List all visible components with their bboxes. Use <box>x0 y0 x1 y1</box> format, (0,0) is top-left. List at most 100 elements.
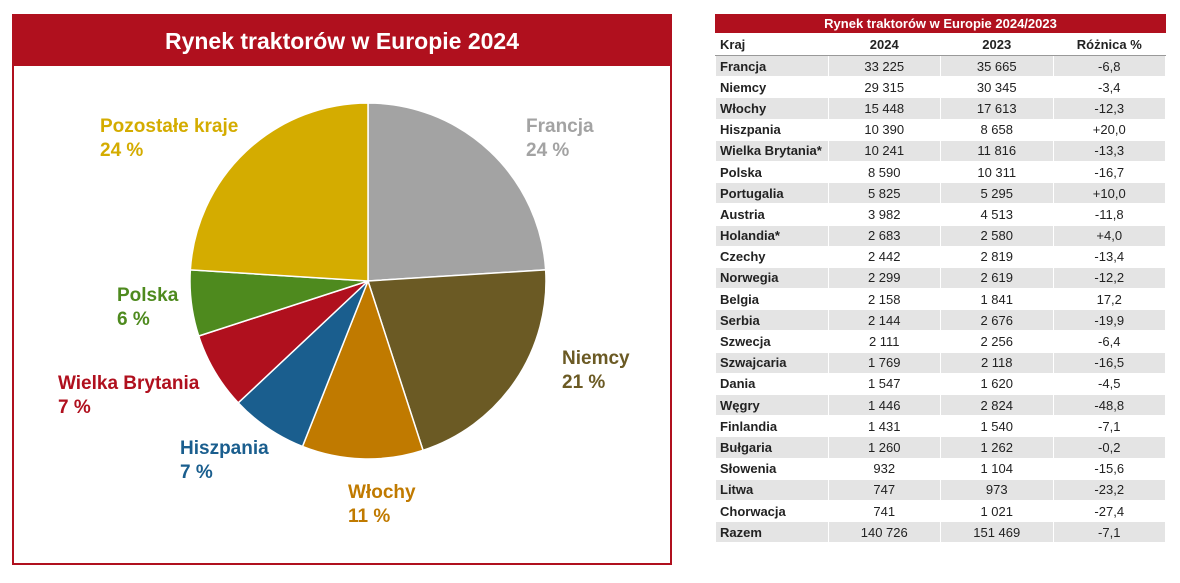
table-cell: Razem <box>715 521 829 544</box>
table-cell: 10 311 <box>940 160 1054 184</box>
table-cell: 1 769 <box>827 351 941 374</box>
table-cell: -13,4 <box>1052 245 1166 268</box>
slice-value-label: 6 % <box>117 309 150 330</box>
table-cell: -12,2 <box>1052 266 1166 290</box>
table-cell: Szwecja <box>715 330 829 353</box>
table-cell: 2 824 <box>940 393 1054 417</box>
table-cell: 741 <box>827 499 941 523</box>
table-cell: +4,0 <box>1052 224 1166 247</box>
table-cell: 151 469 <box>940 521 1054 544</box>
table-cell: Polska <box>715 160 829 184</box>
table-cell: -7,1 <box>1052 521 1166 544</box>
table-cell: 35 665 <box>940 54 1054 78</box>
table-cell: -16,5 <box>1052 351 1166 374</box>
pie-slice <box>301 278 424 460</box>
table-cell: 17,2 <box>1052 288 1166 311</box>
table-row: Słowenia 932 1 104 -15,6 <box>715 457 1166 480</box>
slice-value-label: 7 % <box>180 462 213 483</box>
table-cell: 10 390 <box>827 118 941 141</box>
table-cell: 932 <box>827 457 941 480</box>
table-cell: 2 299 <box>827 266 941 290</box>
table-cell: 140 726 <box>827 521 941 544</box>
table-cell: 1 547 <box>827 372 941 396</box>
table-cell: Portugalia <box>715 182 829 205</box>
table-cell: 1 620 <box>940 372 1054 396</box>
table-cell: Włochy <box>715 97 829 120</box>
table-cell: 8 658 <box>940 118 1054 141</box>
table-panel: Rynek traktorów w Europie 2024/2023 Kraj… <box>715 14 1166 544</box>
table-cell: 1 431 <box>827 415 941 438</box>
table-cell: Chorwacja <box>715 499 829 523</box>
table-row: Finlandia 1 431 1 540 -7,1 <box>715 415 1166 438</box>
table-cell: 33 225 <box>827 54 941 78</box>
table-cell: Niemcy <box>715 76 829 99</box>
table-cell: -27,4 <box>1052 499 1166 523</box>
slice-label: Niemcy <box>562 348 630 369</box>
table-cell: 973 <box>940 478 1054 501</box>
table-cell: Dania <box>715 372 829 396</box>
table-row: Kraj 2024 2023 Różnica % <box>715 33 1166 56</box>
table-cell: Słowenia <box>715 457 829 480</box>
table-cell: 3 982 <box>827 203 941 226</box>
table-row: Wielka Brytania* 10 241 11 816 -13,3 <box>715 139 1166 162</box>
table-cell: Różnica % <box>1052 33 1166 56</box>
table-cell: 1 260 <box>827 436 941 459</box>
slice-label: Włochy <box>348 482 416 503</box>
pie-slice <box>367 102 547 282</box>
table-cell: -3,4 <box>1052 76 1166 99</box>
table-row: Czechy 2 442 2 819 -13,4 <box>715 245 1166 268</box>
table-cell: -11,8 <box>1052 203 1166 226</box>
table-title: Rynek traktorów w Europie 2024/2023 <box>715 14 1166 33</box>
table-cell: 1 262 <box>940 436 1054 459</box>
table-row: Polska 8 590 10 311 -16,7 <box>715 160 1166 184</box>
table-row: Belgia 2 158 1 841 17,2 <box>715 288 1166 311</box>
pie-slice <box>366 269 547 452</box>
slice-value-label: 11 % <box>348 506 390 527</box>
table-cell: Bułgaria <box>715 436 829 459</box>
table-cell: -4,5 <box>1052 372 1166 396</box>
table-cell: 2 111 <box>827 330 941 353</box>
table-row: Węgry 1 446 2 824 -48,8 <box>715 393 1166 417</box>
table-cell: 2 158 <box>827 288 941 311</box>
table-cell: 2023 <box>940 33 1054 56</box>
table-cell: 5 295 <box>940 182 1054 205</box>
table-row: Portugalia 5 825 5 295 +10,0 <box>715 182 1166 205</box>
pie-slice <box>189 102 369 282</box>
table-cell: -19,9 <box>1052 309 1166 332</box>
table-cell: Szwajcaria <box>715 351 829 374</box>
table-cell: 2 683 <box>827 224 941 247</box>
table-row: Szwajcaria 1 769 2 118 -16,5 <box>715 351 1166 374</box>
table-row: Niemcy 29 315 30 345 -3,4 <box>715 76 1166 99</box>
table-cell: 29 315 <box>827 76 941 99</box>
table-cell: -7,1 <box>1052 415 1166 438</box>
table-cell: Belgia <box>715 288 829 311</box>
slice-value-label: 24 % <box>526 140 569 161</box>
table-cell: Hiszpania <box>715 118 829 141</box>
table-cell: 2 118 <box>940 351 1054 374</box>
table-cell: +10,0 <box>1052 182 1166 205</box>
table-row: Holandia* 2 683 2 580 +4,0 <box>715 224 1166 247</box>
table-cell: 30 345 <box>940 76 1054 99</box>
slice-value-label: 7 % <box>58 397 91 418</box>
slice-label: Pozostałe kraje <box>100 116 238 137</box>
table-row: Hiszpania 10 390 8 658 +20,0 <box>715 118 1166 141</box>
table: Kraj 2024 2023 Różnica % Francja 33 225 35 665… <box>715 33 1166 544</box>
table-cell: 5 825 <box>827 182 941 205</box>
table-cell: 2 676 <box>940 309 1054 332</box>
table-cell: -48,8 <box>1052 393 1166 417</box>
table-row: Bułgaria 1 260 1 262 -0,2 <box>715 436 1166 459</box>
table-cell: 1 104 <box>940 457 1054 480</box>
table-cell: -15,6 <box>1052 457 1166 480</box>
table-row: Litwa 747 973 -23,2 <box>715 478 1166 501</box>
slice-label: Wielka Brytania <box>58 373 200 394</box>
table-row: Razem 140 726 151 469 -7,1 <box>715 521 1166 544</box>
table-cell: 1 841 <box>940 288 1054 311</box>
table-cell: 10 241 <box>827 139 941 162</box>
table-cell: Holandia* <box>715 224 829 247</box>
table-cell: Finlandia <box>715 415 829 438</box>
table-cell: 1 540 <box>940 415 1054 438</box>
pie-panel: Rynek traktorów w Europie 2024 Francja 24… <box>12 14 672 565</box>
slice-label: Polska <box>117 285 179 306</box>
table-cell: -23,2 <box>1052 478 1166 501</box>
